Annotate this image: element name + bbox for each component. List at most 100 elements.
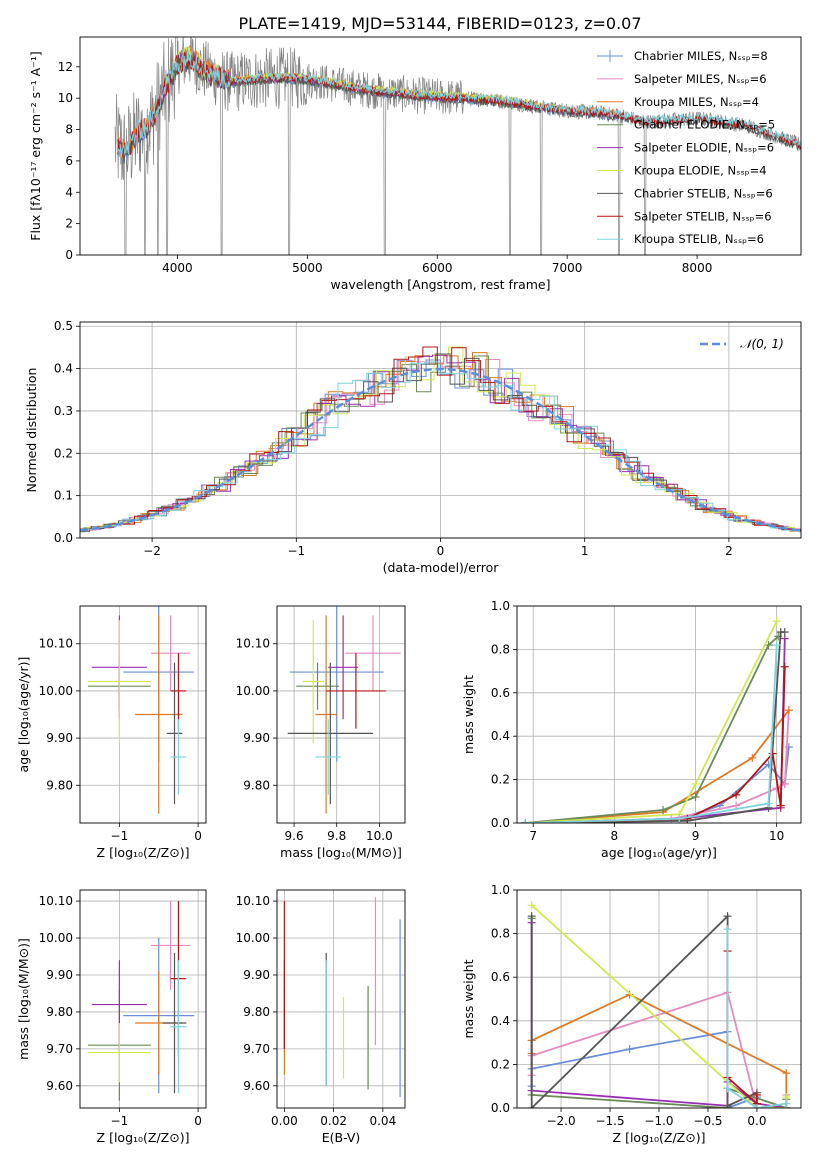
y-tick-label: 10.00	[39, 684, 73, 698]
x-tick-label: 0.00	[271, 1114, 298, 1128]
y-tick-label: 1.0	[491, 599, 510, 613]
y-tick-label: 10.10	[236, 894, 270, 908]
y-tick-label: 0.2	[491, 1057, 510, 1071]
y-tick-label: 0.4	[491, 729, 510, 743]
histogram-kroupa_stelib	[80, 361, 801, 533]
y-tick-label: 0.5	[54, 319, 73, 333]
y-tick-label: 0.1	[54, 489, 73, 503]
y-tick-label: 9.80	[243, 778, 270, 792]
legend-entry: Kroupa ELODIE, Nₛₛₚ=4	[634, 164, 767, 178]
y-tick-label: 9.60	[46, 1079, 73, 1093]
y-tick-label: 12	[58, 60, 73, 74]
x-tick-label: −1.5	[595, 1114, 624, 1128]
x-tick-label: −1	[111, 1114, 129, 1128]
axes-frame	[79, 36, 802, 256]
x-tick-label: −2	[143, 544, 161, 558]
plot-area	[87, 901, 195, 1101]
x-tick-label: 1	[581, 544, 589, 558]
y-tick-label: 0.4	[491, 1014, 510, 1028]
panel-weight_vs_age: 7 8 9 10 0.0 0.2 0.4 0.6 0.8 1.0 age [log₁₀(age/yr…	[461, 599, 802, 860]
legend-entry: Chabrier STELIB, Nₛₛₚ=6	[634, 186, 773, 200]
axes-frame	[79, 889, 207, 1109]
axes-frame	[516, 605, 802, 824]
x-tick-label: 0	[437, 544, 445, 558]
legend-entry: 𝒩(0, 1)	[740, 337, 784, 351]
legend: 𝒩(0, 1)	[700, 337, 784, 351]
y-tick-label: 0.0	[491, 816, 510, 830]
y-tick-label: 10.00	[39, 931, 73, 945]
x-axis-label: Z [log₁₀(Z/Z⊙)]	[613, 1130, 706, 1145]
panel-spectrum: 4000 5000 6000 7000 8000 0 2 4 6 8 10 12 wavelength …	[28, 36, 802, 292]
y-tick-label: 0.0	[54, 531, 73, 545]
y-tick-label: 10.00	[236, 931, 270, 945]
x-tick-label: 8000	[682, 261, 713, 275]
legend-entry: Salpeter ELODIE, Nₛₛₚ=6	[634, 141, 774, 155]
legend-entry: Salpeter STELIB, Nₛₛₚ=6	[634, 209, 772, 223]
y-tick-label: 4	[65, 185, 73, 199]
x-tick-label: −2.0	[546, 1114, 575, 1128]
model-spectrum-kroupa_stelib	[117, 47, 801, 158]
figure-title: PLATE=1419, MJD=53144, FIBERID=0123, z=0…	[238, 14, 641, 33]
y-tick-label: 9.60	[243, 1079, 270, 1093]
axes-frame	[516, 889, 802, 1109]
plot-area	[521, 617, 793, 823]
y-tick-label: 9.90	[46, 731, 73, 745]
x-tick-label: 0	[194, 1114, 202, 1128]
axes-frame	[79, 321, 802, 539]
y-tick-label: 0.8	[491, 642, 510, 656]
y-tick-label: 6	[65, 154, 73, 168]
x-tick-label: 10.0	[366, 829, 393, 843]
panel-mass_vs_Z: −1 0 9.60 9.70 9.80 9.90 10.00 10.10 Z [log₁₀(Z/…	[16, 889, 207, 1145]
x-axis-label: wavelength [Angstrom, rest frame]	[330, 277, 550, 292]
weight-line-kroupa_stelib	[726, 929, 787, 1108]
y-tick-label: 10.10	[236, 637, 270, 651]
legend-entry: Kroupa STELIB, Nₛₛₚ=6	[634, 232, 764, 246]
y-axis-label: Flux [fλ10⁻¹⁷ erg cm⁻² s⁻¹ A⁻¹]	[28, 51, 43, 240]
y-axis-label: mass weight	[461, 675, 476, 754]
y-tick-label: 0.0	[491, 1101, 510, 1115]
x-tick-label: 9.6	[285, 829, 304, 843]
weight-line-kroupa_elodie	[525, 620, 778, 823]
y-tick-label: 2	[65, 217, 73, 231]
x-axis-label: Z [log₁₀(Z/Z⊙)]	[97, 1130, 190, 1145]
plot-area	[287, 606, 401, 814]
x-tick-label: 0.04	[369, 1114, 396, 1128]
plot-area	[283, 897, 401, 1097]
x-tick-label: 0.0	[747, 1114, 766, 1128]
y-tick-label: 0.6	[491, 686, 510, 700]
y-tick-label: 9.70	[46, 1042, 73, 1056]
plot-area	[114, 37, 801, 255]
y-axis-label: mass [log₁₀(M/M⊙)]	[16, 938, 31, 1060]
y-tick-label: 0.3	[54, 404, 73, 418]
y-tick-label: 0	[65, 248, 73, 262]
panel-mass_vs_ebv: 0.00 0.02 0.04 9.60 9.70 9.80 9.90 10.00 10.10 E(…	[236, 889, 406, 1145]
legend-entry: Kroupa MILES, Nₛₛₚ=4	[634, 95, 759, 109]
axes-frame	[79, 605, 207, 824]
x-tick-label: 10	[769, 829, 784, 843]
y-tick-label: 0.2	[491, 773, 510, 787]
plot-area	[80, 346, 801, 533]
x-axis-label: Z [log₁₀(Z/Z⊙)]	[97, 845, 190, 860]
y-tick-label: 0.8	[491, 927, 510, 941]
x-tick-label: 6000	[422, 261, 453, 275]
plot-area	[527, 901, 791, 1108]
y-tick-label: 9.90	[46, 968, 73, 982]
panel-residuals: −2 −1 0 1 2 0.0 0.1 0.2 0.3 0.4 0.5 (data-model)/er…	[24, 319, 802, 575]
x-tick-label: 7	[529, 829, 537, 843]
x-axis-label: age [log₁₀(age/yr)]	[601, 845, 717, 860]
x-tick-label: −0.5	[693, 1114, 722, 1128]
x-tick-label: 9	[692, 829, 700, 843]
legend: Chabrier MILES, Nₛₛₚ=8 Salpeter MILES, Nₛ…	[597, 49, 775, 246]
legend-entry: Salpeter MILES, Nₛₛₚ=6	[634, 72, 767, 86]
x-tick-label: 2	[725, 544, 733, 558]
y-tick-label: 9.80	[243, 1005, 270, 1019]
x-axis-label: (data-model)/error	[383, 560, 500, 575]
x-tick-label: 9.8	[327, 829, 346, 843]
y-tick-label: 9.80	[46, 778, 73, 792]
y-tick-label: 9.80	[46, 1005, 73, 1019]
legend-entry: Chabrier MILES, Nₛₛₚ=8	[634, 49, 768, 63]
y-tick-label: 10.10	[39, 637, 73, 651]
y-tick-label: 8	[65, 123, 73, 137]
y-tick-label: 10	[58, 91, 73, 105]
